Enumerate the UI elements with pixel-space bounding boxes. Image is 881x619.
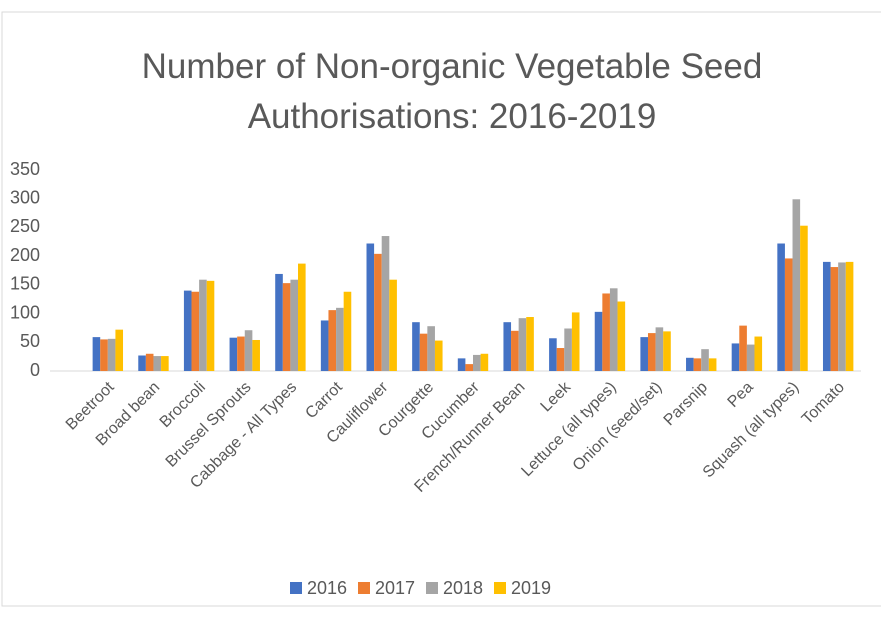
bar	[655, 327, 664, 371]
bar	[564, 328, 572, 371]
bar	[199, 279, 207, 371]
bar	[556, 348, 565, 371]
bar	[465, 364, 473, 371]
bar	[298, 263, 306, 371]
legend-swatch	[290, 582, 302, 594]
bar	[237, 336, 245, 371]
bar	[830, 267, 839, 371]
bar	[282, 283, 291, 371]
y-tick-label: 0	[30, 360, 40, 380]
legend-label: 2018	[443, 578, 483, 598]
bar	[244, 330, 253, 371]
bar	[792, 199, 801, 371]
y-tick-label: 50	[20, 331, 40, 351]
bar	[290, 279, 299, 371]
bar	[663, 331, 671, 371]
bar	[503, 322, 512, 371]
bar	[845, 261, 854, 371]
bar	[153, 356, 162, 371]
bar	[511, 330, 519, 371]
bar	[138, 355, 146, 371]
legend-swatch	[358, 582, 370, 594]
y-tick-label: 150	[10, 274, 40, 294]
bar	[640, 337, 648, 371]
bar	[518, 318, 527, 371]
legend-label: 2016	[307, 578, 347, 598]
bar	[275, 273, 283, 371]
bar	[473, 354, 481, 371]
bar	[526, 317, 534, 371]
bar	[800, 225, 808, 371]
bar	[145, 353, 154, 371]
bar	[609, 288, 618, 371]
bar	[206, 280, 215, 371]
bar	[838, 262, 846, 371]
y-tick-label: 350	[10, 159, 40, 179]
y-tick-label: 100	[10, 302, 40, 322]
bar	[571, 312, 580, 371]
bar	[686, 357, 694, 371]
bar	[549, 338, 557, 371]
bar	[115, 329, 124, 371]
bar	[777, 243, 785, 371]
bar	[602, 293, 610, 371]
bar	[647, 333, 656, 371]
legend-swatch	[494, 582, 506, 594]
bar	[427, 326, 435, 371]
chart-border	[1, 11, 881, 607]
legend-swatch	[426, 582, 438, 594]
bar	[336, 307, 344, 371]
bar	[389, 279, 397, 371]
legend-label: 2017	[375, 578, 415, 598]
y-tick-label: 200	[10, 245, 40, 265]
bar	[419, 333, 428, 371]
bar	[366, 243, 375, 371]
bar	[92, 337, 101, 371]
bar	[328, 310, 337, 371]
bar	[746, 344, 755, 371]
bar	[374, 253, 382, 371]
bar	[320, 320, 329, 371]
bar	[343, 291, 352, 371]
bar	[822, 261, 831, 371]
bar	[784, 258, 793, 371]
bar	[739, 325, 747, 371]
bar	[252, 339, 260, 371]
bar	[229, 337, 238, 371]
y-tick-label: 300	[10, 187, 40, 207]
bar	[708, 358, 717, 371]
bar	[731, 343, 740, 371]
bar	[754, 336, 763, 371]
bar	[457, 358, 466, 371]
bar	[693, 358, 702, 371]
bar	[701, 349, 709, 371]
bar	[594, 311, 603, 371]
bar	[100, 339, 108, 371]
bar	[161, 356, 169, 371]
bar	[480, 353, 489, 371]
bar	[434, 340, 443, 371]
y-tick-label: 250	[10, 216, 40, 236]
chart-title: Number of Non-organic Vegetable Seed Aut…	[141, 47, 763, 136]
bar	[191, 291, 200, 371]
bar	[381, 236, 390, 371]
bar	[412, 322, 420, 371]
legend-label: 2019	[511, 578, 551, 598]
bar	[183, 290, 192, 371]
bar	[107, 338, 116, 371]
bar	[617, 301, 626, 371]
